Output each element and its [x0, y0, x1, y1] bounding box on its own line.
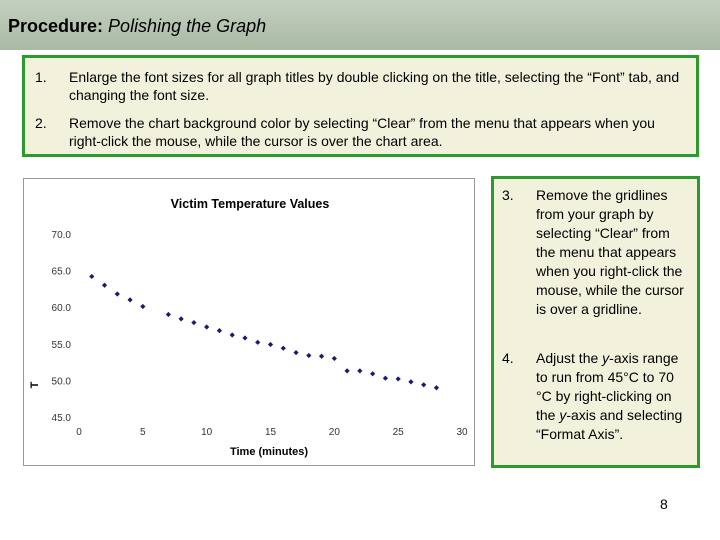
- x-axis-ticks: 0 5 10 15 20 25 30: [76, 427, 468, 438]
- step-4-y-italic-2: y: [559, 407, 567, 423]
- y-tick-label: 65.0: [52, 267, 72, 278]
- data-point: [408, 379, 414, 385]
- y-axis-ticks: 70.0 65.0 60.0 55.0 50.0 45.0: [52, 230, 72, 424]
- data-point: [114, 291, 120, 297]
- data-point: [357, 368, 363, 374]
- step-4-text-b: -axis range to run from 45°C to 70 °C by…: [536, 350, 679, 423]
- data-point: [127, 297, 133, 303]
- data-point: [140, 303, 146, 310]
- data-point: [370, 371, 376, 377]
- data-point: [280, 345, 286, 351]
- step-3-text: Remove the gridlines from your graph by …: [536, 187, 684, 317]
- step-4-number: 4.: [502, 350, 514, 366]
- y-tick-label: 50.0: [52, 376, 72, 387]
- x-tick-label: 20: [329, 427, 341, 438]
- x-tick-label: 10: [201, 427, 213, 438]
- x-tick-label: 30: [456, 427, 468, 438]
- step-4-text-a: Adjust the: [536, 350, 603, 366]
- x-tick-label: 25: [393, 427, 405, 438]
- page-number: 8: [660, 496, 668, 512]
- chart-frame: Victim Temperature Values 70.0 65.0 60.0 55…: [23, 178, 475, 466]
- chart-title: Victim Temperature Values: [171, 197, 330, 211]
- data-point: [101, 282, 108, 288]
- data-point: [433, 385, 440, 391]
- x-tick-label: 5: [140, 427, 146, 438]
- data-point: [89, 273, 95, 280]
- data-point: [306, 352, 312, 359]
- data-point: [421, 382, 427, 388]
- y-tick-label: 60.0: [52, 303, 72, 314]
- data-point: [216, 328, 223, 334]
- y-tick-label: 55.0: [52, 340, 72, 351]
- data-point: [382, 375, 388, 381]
- data-point: [204, 324, 210, 330]
- step-2-number: 2.: [35, 115, 47, 131]
- step-1-number: 1.: [35, 69, 47, 85]
- data-point: [395, 376, 401, 382]
- slide-title: Procedure: Polishing the Graph: [8, 16, 266, 37]
- step-1-text: Enlarge the font sizes for all graph tit…: [69, 69, 680, 103]
- side-steps-box: 3. Remove the gridlines from your graph …: [491, 176, 700, 468]
- title-bar: Procedure: Polishing the Graph: [0, 0, 720, 50]
- x-tick-label: 0: [76, 427, 82, 438]
- temperature-chart: Victim Temperature Values 70.065.060.055…: [29, 197, 468, 458]
- slide-title-bold: Procedure:: [8, 16, 104, 36]
- data-point: [242, 335, 248, 341]
- y-axis-label: T: [29, 381, 41, 388]
- step-2-text: Remove the chart background color by sel…: [69, 115, 655, 149]
- step-4-y-italic: y: [602, 350, 610, 366]
- slide-title-italic: Polishing the Graph: [108, 16, 267, 36]
- step-4-text-c: -axis and selecting “Format Axis”.: [536, 407, 683, 442]
- data-point: [318, 353, 325, 359]
- x-tick-label: 15: [265, 427, 277, 438]
- data-point: [344, 368, 350, 374]
- data-points: [89, 273, 440, 391]
- top-steps-box: 1. Enlarge the font sizes for all graph …: [22, 55, 699, 157]
- y-tick-label: 45.0: [52, 413, 72, 424]
- data-point: [165, 311, 171, 318]
- data-point: [229, 332, 235, 338]
- data-point: [331, 355, 337, 362]
- y-tick-label: 70.0: [52, 230, 72, 241]
- step-4-text: Adjust the y-axis range to run from 45°C…: [536, 349, 691, 444]
- data-point: [255, 339, 261, 345]
- step-3-number: 3.: [502, 187, 514, 203]
- data-point: [267, 341, 274, 348]
- data-point: [293, 349, 299, 356]
- data-point: [178, 316, 184, 322]
- data-point: [191, 319, 197, 326]
- x-axis-label: Time (minutes): [230, 446, 308, 458]
